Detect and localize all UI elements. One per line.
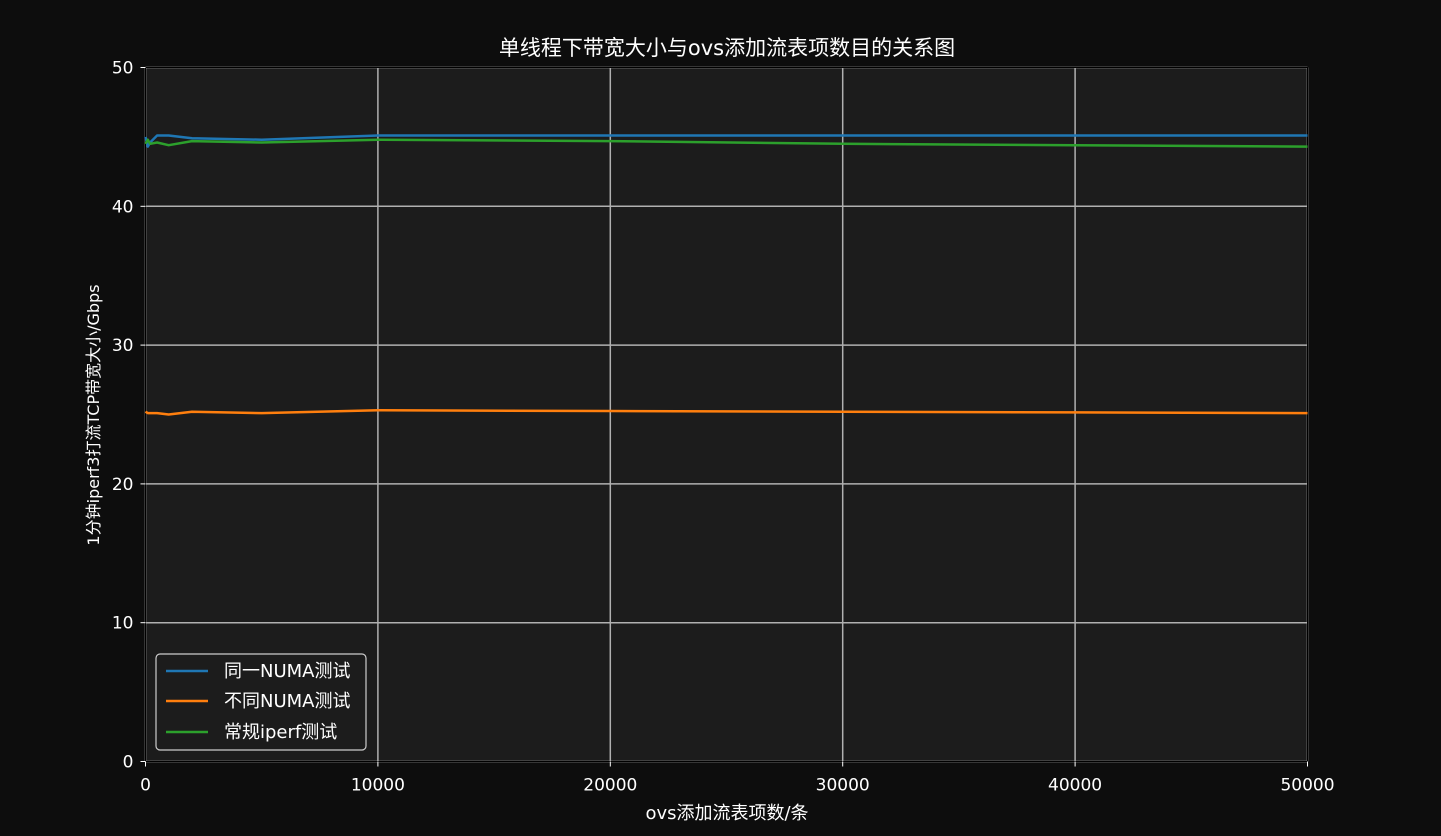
y-tick-label-10: 10 — [112, 614, 134, 634]
series-line-regular-iperf — [144, 138, 1308, 148]
axes-frame — [145, 67, 1308, 762]
legend-label-different-numa: 不同NUMA测试 — [224, 691, 350, 712]
plot-area — [145, 67, 1308, 762]
y-tick-label-30: 30 — [112, 336, 134, 356]
y-tick-label-40: 40 — [112, 197, 134, 217]
y-tick-label-0: 0 — [123, 753, 134, 773]
x-tick-label-0: 0 — [140, 776, 151, 796]
legend: 同一NUMA测试 不同NUMA测试 常规iperf测试 — [155, 653, 367, 751]
x-tick-label-50000: 50000 — [1280, 776, 1334, 796]
y-tick-label-20: 20 — [112, 475, 134, 495]
legend-label-regular-iperf: 常规iperf测试 — [224, 722, 337, 743]
legend-label-same-numa: 同一NUMA测试 — [224, 661, 350, 682]
chart-title: 单线程下带宽大小与ovs添加流表项数目的关系图 — [499, 36, 955, 60]
tick-labels: 0 10000 20000 30000 40000 50000 0 10 20 30 40 50 — [112, 59, 1335, 796]
x-axis-label: ovs添加流表项数/条 — [645, 803, 808, 824]
x-tick-label-40000: 40000 — [1048, 776, 1102, 796]
x-tick-label-10000: 10000 — [351, 776, 405, 796]
y-axis-label: 1分钟iperf3打流TCP带宽大小/Gbps — [84, 284, 103, 545]
y-tick-label-50: 50 — [112, 59, 134, 79]
x-tick-label-20000: 20000 — [583, 776, 637, 796]
axes — [145, 67, 1308, 762]
legend-frame — [155, 653, 367, 751]
x-tick-label-30000: 30000 — [816, 776, 870, 796]
series-line-different-numa — [144, 409, 1308, 416]
series-lines — [144, 134, 1308, 416]
